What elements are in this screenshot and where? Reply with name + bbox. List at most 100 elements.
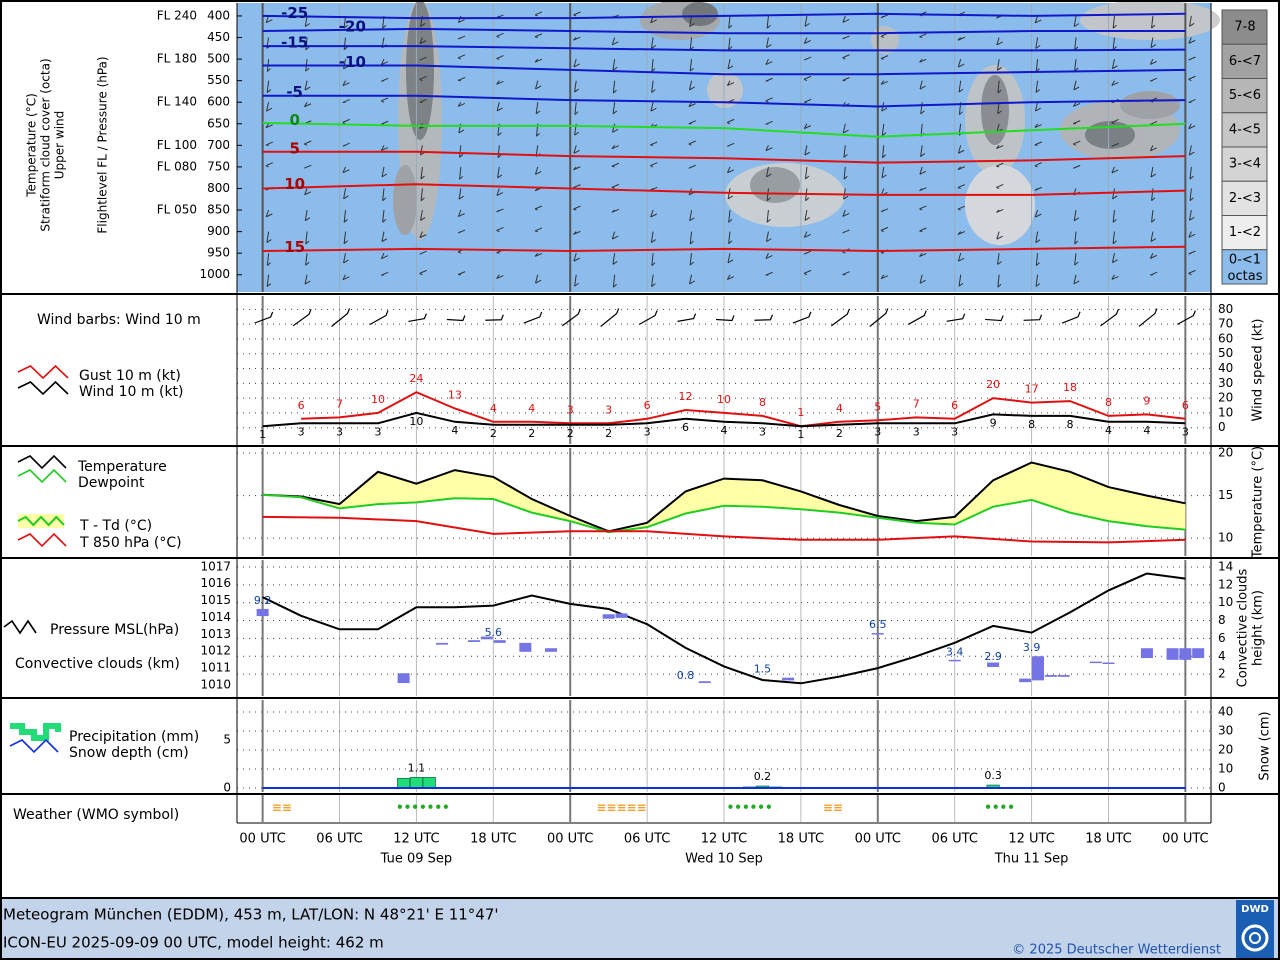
weather-symbol: ≡≡ — [272, 801, 292, 815]
wind-barb — [880, 80, 889, 85]
wind-barb — [1138, 308, 1158, 327]
data-label: 1.5 — [754, 663, 772, 676]
data-label: 13 — [448, 388, 462, 401]
wind-barb — [380, 58, 389, 66]
y-tick-label: 900 — [207, 224, 230, 238]
wind-barb — [1188, 145, 1195, 156]
convective-cloud — [436, 642, 449, 645]
y-tick-label: 700 — [207, 138, 230, 152]
wind-barb — [304, 15, 311, 27]
fl-tick-label: FL 050 — [157, 203, 197, 217]
wind-barb — [843, 166, 848, 180]
line — [301, 391, 1186, 428]
wind-barb — [534, 205, 543, 211]
wind-barb — [650, 209, 657, 218]
y-tick-label: 10 — [1218, 405, 1233, 419]
wind-barb — [842, 123, 849, 134]
wind-barb — [380, 271, 389, 276]
legend-label: 1-<2 — [1229, 225, 1261, 240]
wind-barb — [573, 145, 580, 154]
wind-barb — [381, 231, 388, 243]
legend-swatch — [1221, 146, 1268, 182]
wind-barb — [420, 166, 425, 180]
wind-barb — [882, 145, 887, 159]
wind-barb — [1149, 271, 1158, 276]
y-tick-label: 20 — [1218, 391, 1233, 405]
wind-barb — [996, 253, 1002, 265]
legend-label: 0-<1 — [1229, 253, 1261, 268]
wind-barb — [1151, 15, 1156, 29]
y-tick-label: 80 — [1218, 302, 1233, 316]
wind-barb — [766, 15, 771, 29]
legend-label: Gust 10 m (kt) — [79, 368, 181, 384]
wind-barb — [1073, 80, 1080, 91]
wind-barb — [1150, 166, 1157, 178]
data-label: 9 — [1143, 394, 1150, 407]
wind-barb — [765, 120, 773, 125]
wind-barb — [842, 54, 850, 60]
y-tick-label: 1012 — [200, 644, 231, 658]
wind-barb — [919, 166, 927, 175]
wind-barb — [496, 32, 504, 38]
fl-tick-label: FL 100 — [157, 138, 197, 152]
cloud — [393, 165, 417, 235]
wind-barb — [573, 230, 581, 235]
data-label: 3 — [374, 425, 381, 438]
isotherm-label: -15 — [281, 34, 308, 52]
convective-cloud — [698, 681, 711, 684]
wind-barb — [265, 123, 273, 129]
wind-barb — [612, 59, 618, 71]
wind-barb — [996, 162, 1004, 168]
wind-barb — [766, 231, 772, 243]
wind-barb — [766, 209, 771, 223]
wind-barb — [1188, 37, 1196, 44]
wind-barb — [573, 253, 580, 262]
wind-barb — [803, 75, 812, 82]
wind-barb — [304, 188, 312, 196]
wind-barb — [805, 166, 810, 180]
panel-title: Weather (WMO symbol) — [13, 807, 179, 823]
wind-barb — [343, 209, 348, 223]
cloud — [682, 2, 718, 26]
x-tick-label: 18 UTC — [470, 832, 516, 847]
wind-barb — [380, 77, 389, 82]
data-label: 2 — [836, 427, 843, 440]
wind-barb — [612, 253, 618, 265]
cloud — [1080, 0, 1220, 40]
isotherm-label: 10 — [284, 175, 305, 193]
legend-label: T 850 hPa (°C) — [79, 535, 182, 551]
legend-label: Temperature — [77, 459, 167, 475]
wind-barb — [651, 253, 656, 266]
data-label: 10 — [409, 415, 423, 428]
x-tick-label: 00 UTC — [1162, 832, 1208, 847]
cloud — [750, 167, 800, 203]
wind-barb — [574, 80, 579, 93]
wind-barb — [1034, 141, 1042, 146]
wind-barb — [573, 205, 581, 211]
cloud — [1085, 121, 1135, 149]
legend-label: 6-<7 — [1229, 54, 1261, 69]
wind-barb — [766, 188, 771, 202]
data-label: 3 — [605, 403, 612, 416]
wind-barb — [419, 56, 427, 61]
wind-barb — [343, 37, 348, 51]
wind-barb — [765, 58, 773, 65]
wind-barb — [766, 37, 772, 49]
y-tick-label: 950 — [207, 246, 230, 260]
data-label: 3 — [913, 425, 920, 438]
legend-symbol — [17, 364, 69, 380]
data-label: 4 — [836, 402, 843, 415]
wind-barb — [1111, 274, 1119, 280]
convective-cloud — [871, 633, 884, 635]
wind-barb — [919, 205, 927, 211]
legend-label: 4-<5 — [1229, 122, 1261, 137]
legend-label: T - Td (°C) — [79, 518, 152, 534]
wind-barb — [958, 274, 964, 287]
wind-barb — [496, 208, 504, 213]
wind-barb — [842, 35, 850, 40]
wind-barb — [1188, 75, 1196, 82]
y-tick-label: 70 — [1218, 317, 1233, 331]
wind-barb — [957, 166, 966, 171]
y2-tick-label: 6 — [1218, 631, 1226, 645]
logo-icon — [1241, 924, 1269, 952]
